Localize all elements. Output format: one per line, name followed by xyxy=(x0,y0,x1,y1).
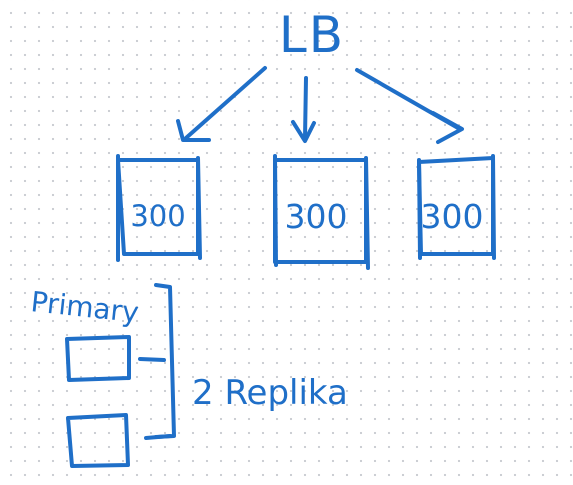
server-node-3: 300 xyxy=(417,154,496,260)
server-label-2: 300 xyxy=(285,197,348,236)
load-balancer-label: LB xyxy=(279,6,345,64)
server-node-1: 300 xyxy=(116,154,202,262)
arrow-to-server-3 xyxy=(355,68,464,144)
server-label-1: 300 xyxy=(130,199,185,233)
primary-db-box xyxy=(65,335,131,382)
server-label-3: 300 xyxy=(421,197,484,236)
grouping-bracket xyxy=(138,283,176,440)
arrow-to-server-2 xyxy=(291,76,316,143)
replica-db-box xyxy=(66,413,130,468)
arrow-to-server-1 xyxy=(176,66,267,142)
replica-label: 2 Replika xyxy=(192,373,348,413)
server-node-2: 300 xyxy=(273,154,370,270)
primary-label: Primary xyxy=(29,285,140,329)
